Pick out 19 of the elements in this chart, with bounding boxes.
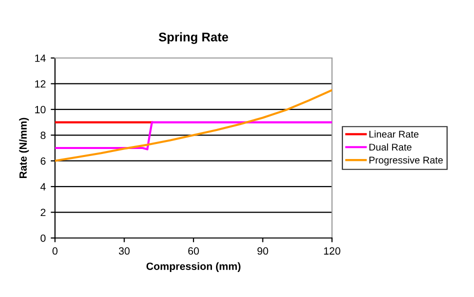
x-tick-label: 90: [257, 247, 268, 255]
y-axis-title: Rate (N/mm): [19, 118, 29, 178]
legend-label: Progressive Rate: [369, 156, 443, 166]
x-tick-label: 120: [324, 247, 340, 255]
chart-title: Spring Rate: [158, 32, 228, 44]
y-tick-label: 4: [40, 183, 46, 190]
x-tick-label: 0: [52, 247, 58, 255]
y-tick-label: 14: [35, 54, 46, 62]
legend-label: Linear Rate: [369, 130, 418, 138]
y-tick-label: 6: [40, 157, 46, 165]
x-tick-label: 60: [188, 247, 199, 255]
legend-label: Dual Rate: [369, 143, 412, 151]
x-tick-label: 30: [118, 247, 130, 255]
y-tick-label: 2: [40, 208, 46, 216]
y-tick-label: 0: [40, 234, 46, 242]
x-axis-title: Compression (mm): [146, 262, 240, 272]
y-tick-label: 8: [40, 132, 46, 140]
y-tick-label: 12: [35, 80, 46, 88]
y-tick-label: 10: [35, 106, 46, 114]
